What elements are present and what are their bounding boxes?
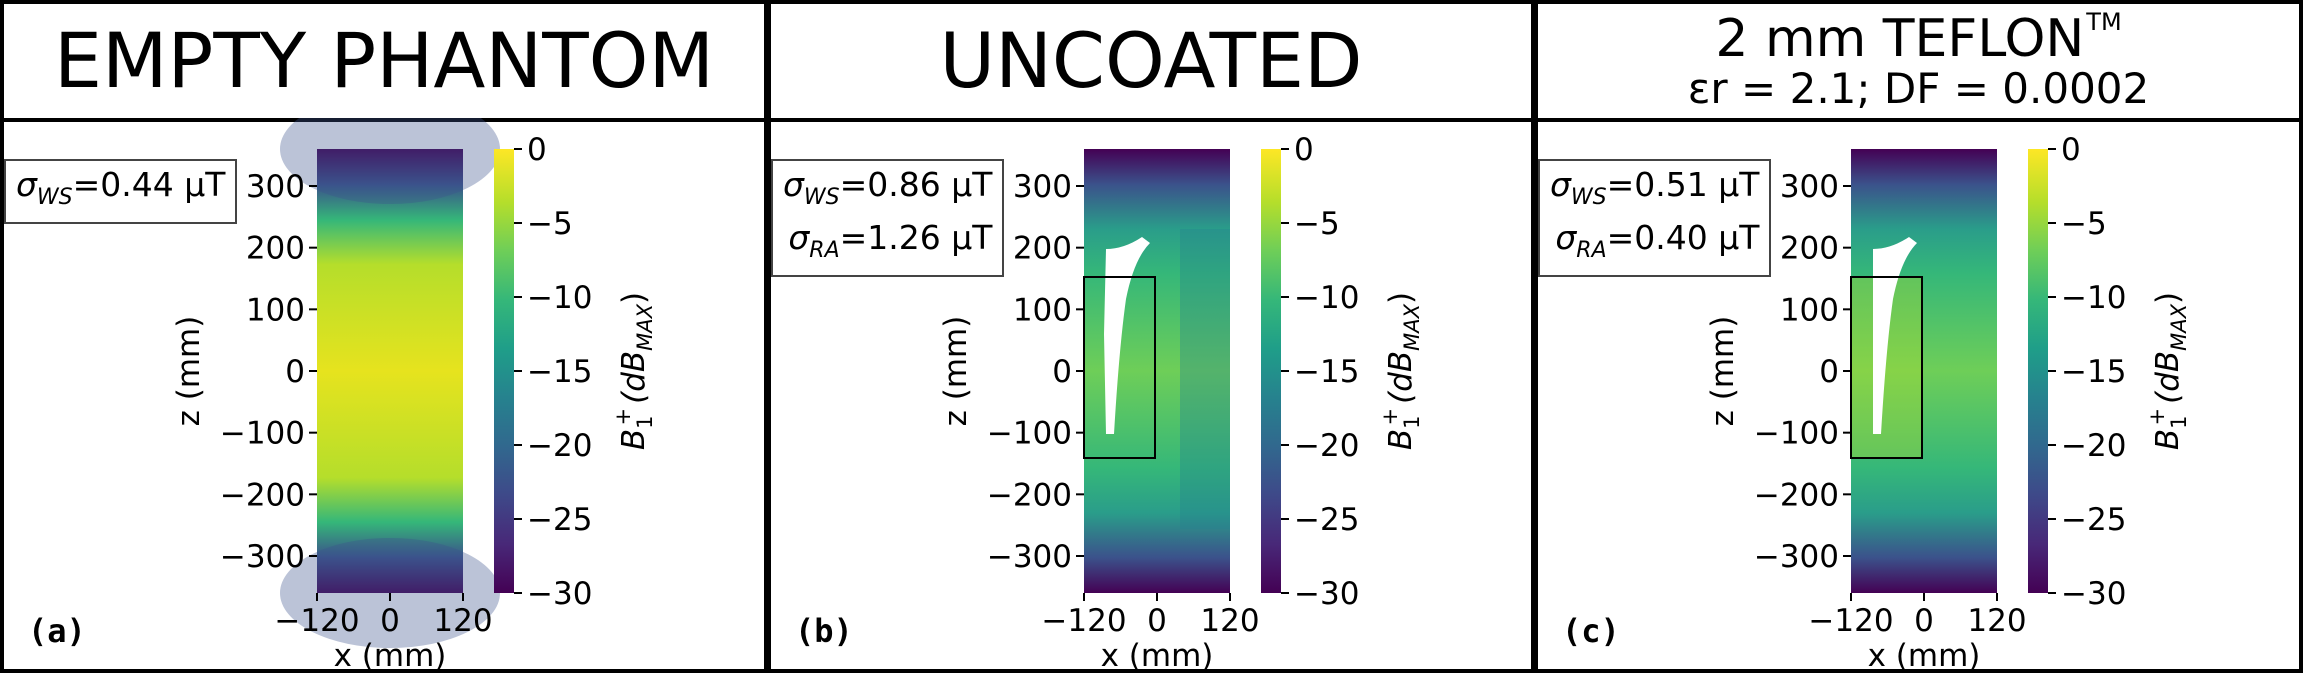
y-tick-label: 100 xyxy=(246,292,305,328)
y-tick-label: 200 xyxy=(1780,231,1839,267)
y-tick-label: 0 xyxy=(285,354,305,390)
panel-c: 2 mm TEFLONTM εr = 2.1; DF = 0.0002 σWS=… xyxy=(1534,0,2303,673)
colorbar-label: B1+(dBMAX) xyxy=(2145,292,2191,450)
colorbar-label: B1+(dBMAX) xyxy=(1378,292,1424,450)
colorbar-tick-label: −5 xyxy=(1294,206,1340,242)
panel-c-implant-void xyxy=(1873,237,1917,434)
panel-b-sigma-box: σWS=0.86 μT σRA=1.26 μT xyxy=(771,159,1005,277)
x-axis-label: x (mm) xyxy=(1101,638,1214,673)
panel-b-implant-void xyxy=(1104,237,1150,434)
panel-b-title: UNCOATED xyxy=(939,16,1363,105)
colorbar-tick-label: −5 xyxy=(2061,206,2107,242)
panel-b-sigma-ra: σRA=1.26 μT xyxy=(788,218,993,263)
panel-c-title-line1: 2 mm TEFLONTM xyxy=(1715,7,2122,69)
panel-a-sigma-ws: σWS=0.44 μT xyxy=(16,165,226,210)
panel-b-letter: (b) xyxy=(795,612,853,650)
panel-a-sigma-box: σWS=0.44 μT xyxy=(4,159,238,224)
x-tick-label: −120 xyxy=(274,603,359,639)
y-tick-label: −300 xyxy=(220,539,305,575)
panel-b-colorbar: 0 −5 −10 −15 −20 −25 −30 B1+(dBMAX) xyxy=(1261,132,1424,612)
colorbar-tick-label: −15 xyxy=(2061,354,2126,390)
x-tick-label: 0 xyxy=(380,603,400,639)
trademark-mark: TM xyxy=(2086,7,2122,36)
panel-b-sigma-ws: σWS=0.86 μT xyxy=(783,165,993,210)
y-tick-label: −200 xyxy=(987,477,1072,513)
y-axis-label: z (mm) xyxy=(1705,316,1741,427)
colorbar-tick-label: −25 xyxy=(2061,502,2126,538)
panel-a: EMPTY PHANTOM σWS=0.44 μT 300 200 100 0 −100… xyxy=(0,0,768,673)
panel-c-roi-box xyxy=(1850,276,1923,459)
y-tick-label: −200 xyxy=(1754,477,1839,513)
y-tick-label: 100 xyxy=(1013,292,1072,328)
colorbar-tick-label: −25 xyxy=(1294,502,1359,538)
y-tick-label: 0 xyxy=(1052,354,1072,390)
y-tick-label: −100 xyxy=(1754,416,1839,452)
panel-c-colorbar: 0 −5 −10 −15 −20 −25 −30 B1+(dBMAX) xyxy=(2028,132,2191,612)
panel-c-sigma-box: σWS=0.51 μT σRA=0.40 μT xyxy=(1538,159,1772,277)
panel-c-heatmap xyxy=(1850,149,1997,593)
y-tick-label: −200 xyxy=(220,477,305,513)
panel-c-title-line2: εr = 2.1; DF = 0.0002 xyxy=(1687,63,2150,113)
y-tick-label: 300 xyxy=(1780,169,1839,205)
colorbar-tick-label: −30 xyxy=(1294,576,1359,612)
x-tick-label: 0 xyxy=(1914,603,1934,639)
panel-b-heatmap xyxy=(1083,149,1230,593)
panel-a-title-band: EMPTY PHANTOM xyxy=(4,4,764,122)
colorbar-tick-label: −20 xyxy=(2061,428,2126,464)
y-axis-label: z (mm) xyxy=(938,316,974,427)
y-tick-label: 300 xyxy=(1013,169,1072,205)
y-tick-label: 100 xyxy=(1780,292,1839,328)
y-tick-label: −300 xyxy=(987,539,1072,575)
panel-c-title-band: 2 mm TEFLONTM εr = 2.1; DF = 0.0002 xyxy=(1538,4,2299,122)
x-tick-label: 120 xyxy=(1200,603,1259,639)
panel-a-letter: (a) xyxy=(28,612,86,650)
colorbar-tick-label: −5 xyxy=(527,206,573,242)
panel-c-sigma-ws: σWS=0.51 μT xyxy=(1550,165,1760,210)
panel-c-letter: (c) xyxy=(1562,612,1620,650)
colorbar-tick-label: 0 xyxy=(2061,132,2081,168)
y-tick-label: −300 xyxy=(1754,539,1839,575)
panel-b-roi-box xyxy=(1083,276,1156,459)
x-tick-label: 120 xyxy=(433,603,492,639)
x-tick-label: 120 xyxy=(1967,603,2026,639)
colorbar-tick-label: −10 xyxy=(2061,280,2126,316)
y-tick-label: 200 xyxy=(246,231,305,267)
panel-a-heatmap xyxy=(280,118,500,648)
colorbar-tick-label: −15 xyxy=(527,354,592,390)
colorbar-tick-label: −10 xyxy=(527,280,592,316)
x-tick-label: 0 xyxy=(1147,603,1167,639)
colorbar-tick-label: −15 xyxy=(1294,354,1359,390)
y-tick-label: 200 xyxy=(1013,231,1072,267)
x-tick-label: −120 xyxy=(1808,603,1893,639)
colorbar-tick-label: −10 xyxy=(1294,280,1359,316)
colorbar-tick-label: 0 xyxy=(1294,132,1314,168)
x-axis-label: x (mm) xyxy=(1868,638,1981,673)
x-tick-label: −120 xyxy=(1041,603,1126,639)
panel-c-sigma-ra: σRA=0.40 μT xyxy=(1555,218,1760,263)
y-axis-label: z (mm) xyxy=(171,316,207,427)
colorbar-tick-label: −30 xyxy=(527,576,592,612)
colorbar-tick-label: −20 xyxy=(527,428,592,464)
x-axis-label: x (mm) xyxy=(334,638,447,673)
colorbar-tick-label: 0 xyxy=(527,132,547,168)
panel-a-colorbar: 0 −5 −10 −15 −20 −25 −30 B1+(dBMAX) xyxy=(494,132,657,612)
colorbar-tick-label: −20 xyxy=(1294,428,1359,464)
y-tick-label: 300 xyxy=(246,169,305,205)
y-tick-label: −100 xyxy=(987,416,1072,452)
panel-b-title-band: UNCOATED xyxy=(771,4,1531,122)
y-tick-label: −100 xyxy=(220,416,305,452)
panel-a-title: EMPTY PHANTOM xyxy=(53,16,715,105)
panel-b: UNCOATED σWS=0.86 μT σRA=1.26 μT 300 200 1… xyxy=(767,0,1535,673)
colorbar-tick-label: −25 xyxy=(527,502,592,538)
y-tick-label: 0 xyxy=(1819,354,1839,390)
colorbar-label: B1+(dBMAX) xyxy=(611,292,657,450)
colorbar-tick-label: −30 xyxy=(2061,576,2126,612)
